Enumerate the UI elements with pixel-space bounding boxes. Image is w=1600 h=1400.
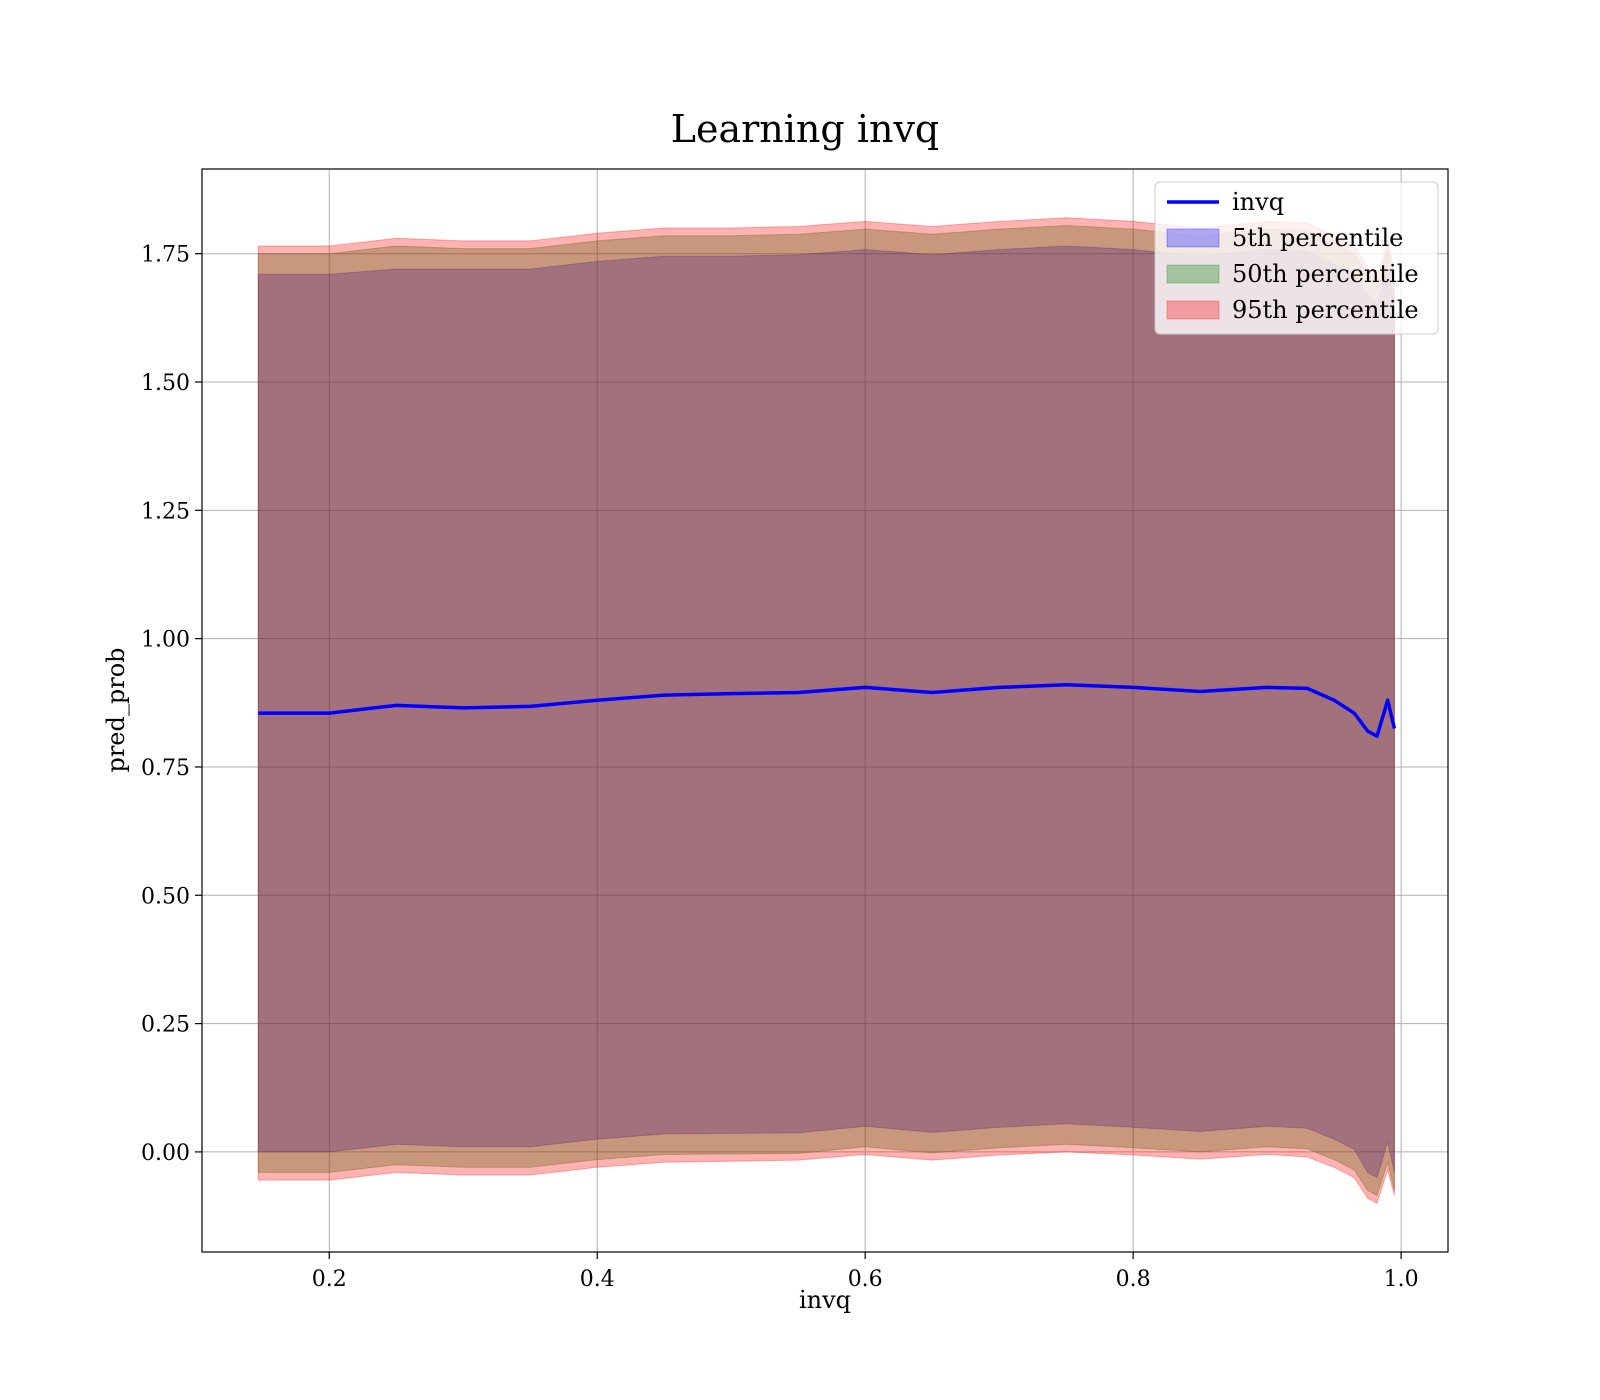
legend-box xyxy=(1154,181,1439,335)
x-tick-label: 0.6 xyxy=(848,1267,883,1292)
series-lines xyxy=(258,683,1397,738)
band-5th-percentile xyxy=(257,245,1395,1179)
y-tick-label: 0.75 xyxy=(141,756,190,781)
legend-swatch xyxy=(1166,300,1220,320)
y-axis: 0.00 0.25 0.50 0.75 1.00 1.25 1.50 1.75 xyxy=(141,243,202,1166)
legend-swatch xyxy=(1166,264,1220,284)
x-tick-label: 0.4 xyxy=(580,1267,615,1292)
x-axis: 0.2 0.4 0.6 0.8 1.0 xyxy=(312,1252,1419,1292)
x-axis-label: invq xyxy=(799,1286,851,1314)
y-tick-label: 1.00 xyxy=(141,628,190,653)
plot-frame xyxy=(201,168,1449,1253)
y-tick-label: 1.75 xyxy=(141,243,190,268)
band-95th-percentile xyxy=(257,217,1395,1204)
percentile-bands xyxy=(257,217,1395,1204)
legend: invq 5th percentile 50th percentile 95th pe… xyxy=(1154,181,1439,335)
legend-swatch xyxy=(1166,228,1220,248)
y-tick-label: 0.00 xyxy=(141,1141,190,1166)
line-invq xyxy=(258,683,1397,738)
x-tick-label: 0.8 xyxy=(1116,1267,1151,1292)
legend-label: 95th percentile xyxy=(1232,296,1419,324)
y-tick-label: 0.50 xyxy=(141,884,190,909)
x-tick-label: 0.2 xyxy=(312,1267,347,1292)
legend-label: 5th percentile xyxy=(1232,224,1403,252)
band-50th-percentile xyxy=(257,224,1395,1197)
y-tick-label: 1.50 xyxy=(141,371,190,396)
legend-label: 50th percentile xyxy=(1232,260,1419,288)
legend-label: invq xyxy=(1232,188,1284,216)
chart-title: Learning invq xyxy=(671,107,939,151)
x-tick-label: 1.0 xyxy=(1384,1267,1419,1292)
y-tick-label: 0.25 xyxy=(141,1013,190,1038)
y-axis-label: pred_prob xyxy=(102,647,130,772)
y-tick-label: 1.25 xyxy=(141,499,190,524)
